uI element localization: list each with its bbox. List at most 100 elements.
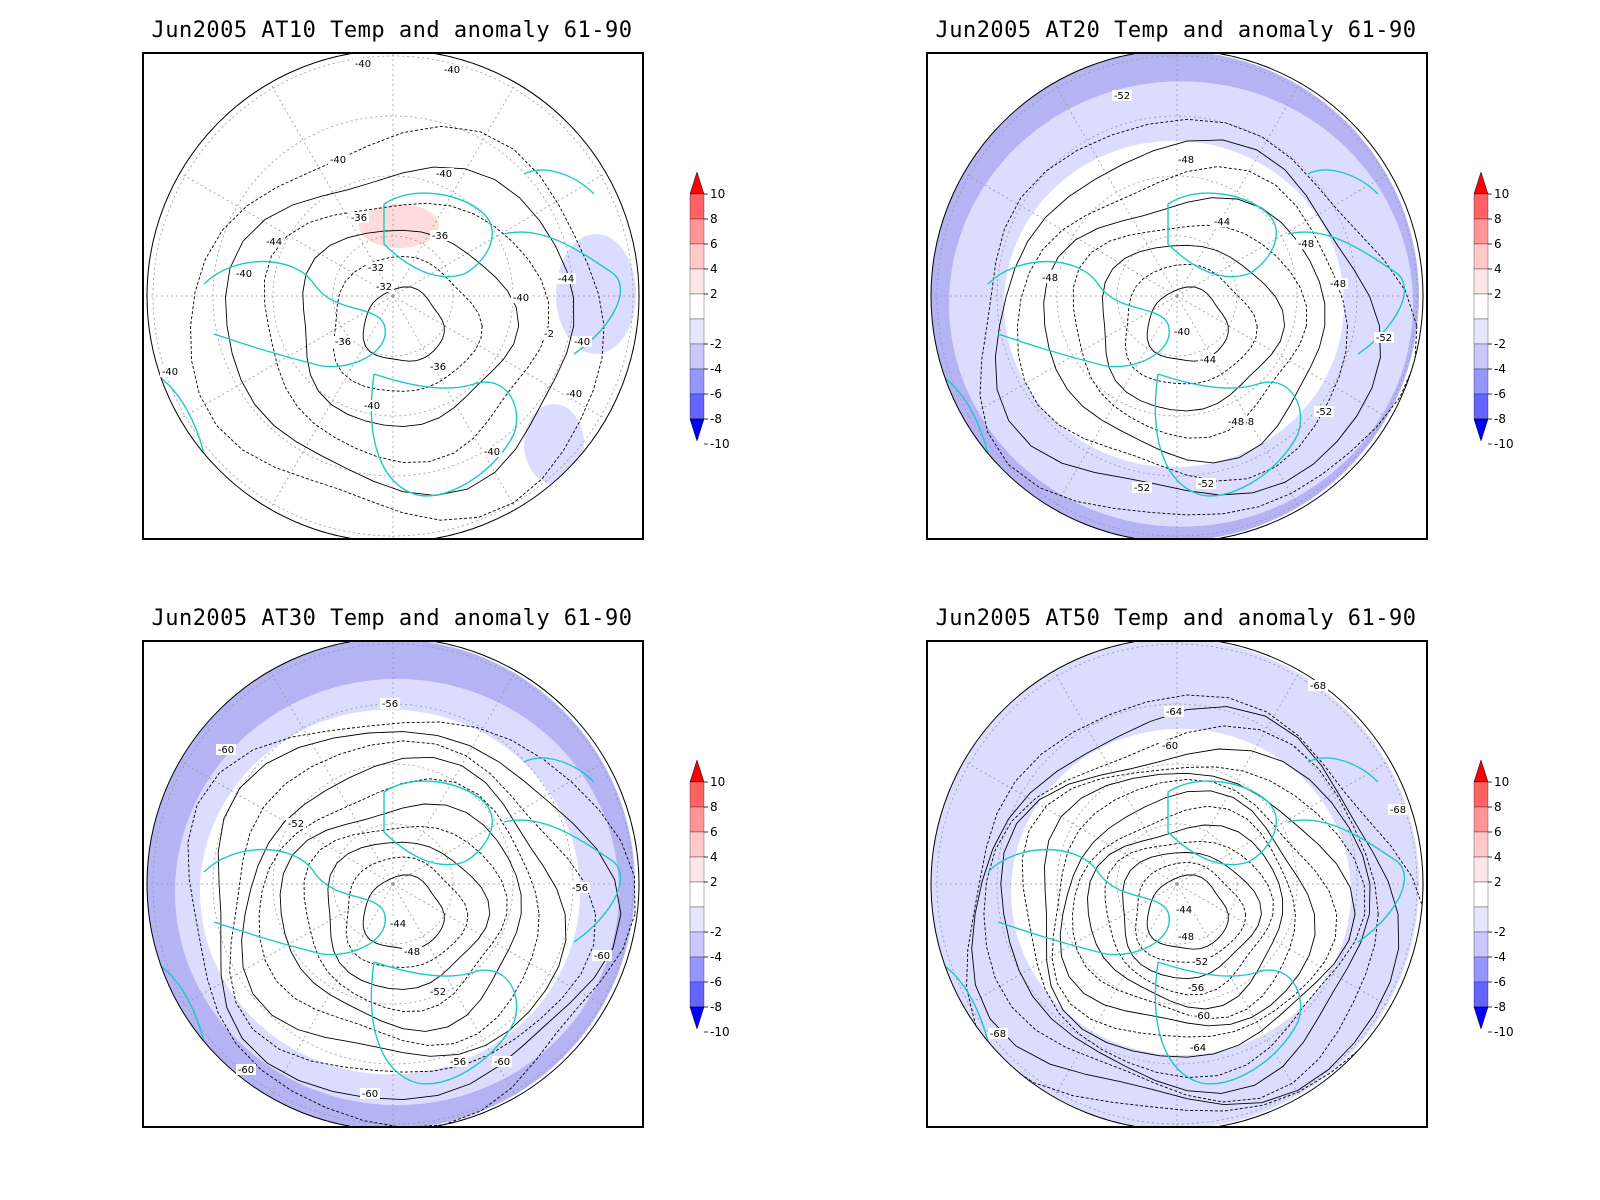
svg-text:-48: -48 [1178, 155, 1194, 166]
map-boundary [930, 642, 1424, 1126]
colorbar-tick-label: 2 [710, 875, 718, 889]
svg-text:-40: -40 [513, 293, 529, 304]
svg-text:-2: -2 [544, 329, 554, 340]
colorbar-tick-label: -4 [710, 950, 722, 964]
svg-text:-68: -68 [990, 1029, 1006, 1040]
colorbar-tick-label: -10 [1494, 437, 1514, 451]
contour-label: -2 [539, 328, 559, 340]
svg-text:-40: -40 [566, 389, 582, 400]
colorbar-legend: 10 8 6 4 2 -2 -4 -6 -8 -10 [1472, 760, 1562, 1050]
colorbar-tick-label: 6 [710, 237, 718, 251]
contour-label: -40 [572, 336, 592, 348]
isotherm-contour [333, 255, 483, 392]
colorbar-swatch [689, 368, 705, 395]
contour-label: -68 [988, 1028, 1008, 1040]
coastline [1287, 231, 1405, 355]
svg-text:-36: -36 [351, 213, 367, 224]
colorbar-swatch [1473, 368, 1489, 395]
isotherm-contour [1072, 805, 1296, 1020]
colorbar-swatch [689, 343, 705, 370]
contour-label: -44 [1212, 216, 1232, 228]
isotherm-contour [187, 721, 636, 1126]
contour-label: -40 [160, 366, 180, 378]
svg-text:-60: -60 [218, 745, 234, 756]
map-svg: -56 -60 -52 -56 -44 -48 -52 -60 -56 -60 -60 -60 [146, 642, 640, 1126]
isotherm-contour [302, 229, 520, 428]
coastline [523, 757, 595, 783]
meridian-line [1176, 883, 1303, 1101]
colorbar-swatch [689, 268, 705, 295]
svg-text:-40: -40 [355, 59, 371, 70]
coastline [383, 192, 493, 278]
isotherm-contour [1102, 244, 1286, 412]
svg-text:-36: -36 [432, 231, 448, 242]
colorbar-tick-label: 4 [1494, 262, 1502, 276]
svg-text:-52: -52 [1198, 479, 1214, 490]
colorbar-swatch [1473, 806, 1489, 833]
contour-label: -60 [1192, 1010, 1212, 1022]
meridian-line [1176, 883, 1394, 1010]
isotherm-contour [994, 139, 1381, 496]
colorbar-swatch [1473, 881, 1489, 908]
colorbar-tick-label: -4 [1494, 362, 1506, 376]
isotherm-contour [979, 118, 1418, 516]
svg-text:-64: -64 [1190, 1043, 1206, 1054]
colorbar-arrow-down [689, 418, 705, 442]
colorbar-tick-label: -8 [1494, 1000, 1506, 1014]
coastline [203, 848, 386, 956]
colorbar-tick-label: 6 [1494, 237, 1502, 251]
svg-text:-40: -40 [162, 367, 178, 378]
colorbar-swatch [689, 831, 705, 858]
meridian-line [960, 883, 1178, 1010]
colorbar-legend: 10 8 6 4 2 -2 -4 -6 -8 -10 [1472, 172, 1562, 462]
panel-title: Jun2005 AT30 Temp and anomaly 61-90 [151, 606, 633, 631]
coastline [1154, 373, 1302, 497]
colorbar-arrow-down [1473, 1006, 1489, 1030]
coastline [987, 260, 1170, 368]
colorbar-tick-label: 10 [710, 775, 725, 789]
contour-label: -56 [380, 698, 400, 710]
contour-label: -56 [1186, 982, 1206, 994]
contour-label: -48 [1176, 154, 1196, 166]
contour-label: -60 [492, 1056, 512, 1068]
meridian-line [392, 79, 519, 297]
colorbar-tick-label: -4 [1494, 950, 1506, 964]
meridian-line [392, 667, 519, 885]
contour-label: -64 [1164, 706, 1184, 718]
svg-text:-40: -40 [444, 65, 460, 76]
colorbar-swatch [1473, 343, 1489, 370]
coastline [503, 819, 621, 943]
colorbar-swatch [1473, 856, 1489, 883]
colorbar-swatch [689, 781, 705, 808]
svg-text:-40: -40 [574, 337, 590, 348]
polar-map: -68 -64 -60 -68 -44 -48 -52 -56 -60 -64 -68 [926, 640, 1428, 1128]
isotherm-contour [225, 166, 575, 497]
contour-label: -40 [564, 388, 584, 400]
svg-text:-48: -48 [1042, 273, 1058, 284]
anomaly-fill [200, 709, 580, 1075]
colorbar-tick-label: 2 [710, 287, 718, 301]
svg-text:-60: -60 [1162, 741, 1178, 752]
meridian-line [392, 758, 610, 885]
svg-text:-32: -32 [376, 282, 392, 293]
coastline [987, 848, 1170, 956]
contour-label: -56 [448, 1056, 468, 1068]
colorbar-tick-label: -8 [710, 1000, 722, 1014]
svg-text:-44: -44 [558, 274, 574, 285]
svg-text:-52: -52 [1114, 91, 1130, 102]
isotherm-contour [1104, 840, 1274, 996]
colorbar-swatch [1473, 956, 1489, 983]
colorbar-swatch [1473, 831, 1489, 858]
svg-text:-48: -48 [1178, 932, 1194, 943]
contour-label: -48 [1296, 238, 1316, 250]
colorbar-swatch [689, 293, 705, 320]
meridian-line [1176, 667, 1303, 885]
contour-label: -56 [570, 882, 590, 894]
contour-label: -44 [388, 918, 408, 930]
contour-label: -68 [1388, 804, 1408, 816]
polar-map: -52-48-44-48-48-48-40-44-48-48-52-52-48-… [926, 52, 1428, 540]
isotherm-contour [1017, 166, 1348, 482]
colorbar-swatch [689, 218, 705, 245]
svg-text:-44: -44 [1214, 217, 1230, 228]
isotherm-contour [258, 778, 540, 1046]
